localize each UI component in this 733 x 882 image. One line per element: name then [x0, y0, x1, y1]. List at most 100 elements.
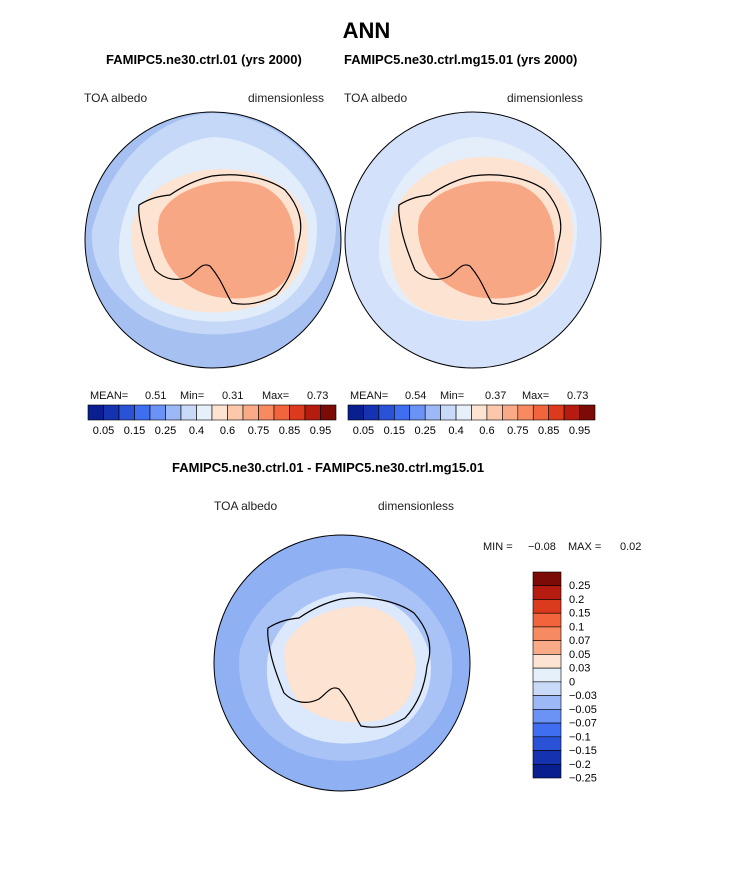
panel2-min-value: 0.37: [485, 390, 507, 402]
colorbar2-tick-label: 0.6: [479, 425, 494, 437]
colorbar1-swatch: [180, 404, 197, 421]
colorbar1-swatch: [227, 404, 244, 421]
colorbar2-swatch: [440, 404, 457, 421]
colorbar-diff-swatch: [532, 695, 562, 710]
panel1-variable-label: TOA albedo: [84, 91, 148, 105]
colorbar2-swatch: [471, 404, 488, 421]
colorbar-diff-tick-label: −0.03: [569, 690, 597, 702]
colorbar1-tick-label: 0.25: [155, 425, 176, 437]
panel2-max-label: Max=: [522, 390, 550, 402]
colorbar1-swatch: [103, 404, 120, 421]
map1-coastline: [138, 174, 302, 305]
diff-coastline: [267, 597, 431, 728]
map2-coastline: [398, 174, 562, 305]
colorbar2-tick-label: 0.75: [507, 425, 528, 437]
panel1-min-value: 0.31: [222, 390, 244, 402]
colorbar-diff-tick-label: −0.15: [569, 745, 597, 757]
colorbar1-swatch: [242, 404, 259, 421]
colorbar2-swatch: [579, 404, 596, 421]
colorbar-diff-tick-label: 0.15: [569, 608, 590, 620]
colorbar1-swatch: [273, 404, 290, 421]
panel2-variable-label: TOA albedo: [344, 91, 408, 105]
colorbar2-swatch: [455, 404, 472, 421]
map2-outline: [344, 111, 602, 369]
colorbar-diff-swatch: [532, 763, 562, 779]
colorbar2-tick-label: 0.85: [538, 425, 559, 437]
colorbar-diff-tick-label: 0.03: [569, 663, 590, 675]
colorbar1-swatch: [320, 404, 337, 421]
colorbar2-swatch: [502, 404, 519, 421]
colorbar-diff: 0.25 0.2 0.150.1 0.07 0.05 0.030 −0.03 −0.05 −0.…: [532, 571, 597, 785]
colorbar2-swatch: [363, 404, 380, 421]
page-title: ANN: [342, 18, 391, 43]
colorbar1-tick-label: 0.4: [189, 425, 204, 437]
colorbar2-swatch: [548, 404, 565, 421]
panel1-mean-label: MEAN=: [90, 390, 129, 402]
panel2-min-label: Min=: [440, 390, 465, 402]
panel2-max-value: 0.73: [567, 390, 589, 402]
colorbar2-tick-label: 0.05: [353, 425, 374, 437]
colorbar2-swatch: [563, 404, 580, 421]
colorbar-diff-tick-label: 0.07: [569, 635, 590, 647]
colorbar2-swatch: [424, 404, 441, 421]
colorbar-diff-tick-label: −0.2: [569, 759, 591, 771]
colorbar1-swatch: [87, 404, 104, 421]
map1-plateau-high: [157, 181, 295, 299]
colorbar-diff-swatch: [532, 750, 562, 765]
colorbar-diff-swatch: [532, 709, 562, 724]
colorbar2-swatch: [347, 404, 364, 421]
panel2-units-label: dimensionless: [507, 91, 584, 105]
diff-max-label: MAX =: [568, 541, 602, 553]
colorbar1-tick-label: 0.95: [310, 425, 331, 437]
colorbar2-tick-label: 0.4: [448, 425, 463, 437]
colorbar2-swatch: [532, 404, 549, 421]
colorbar2-swatch: [486, 404, 503, 421]
colorbar1-tick-label: 0.05: [93, 425, 114, 437]
colorbar1-swatch: [258, 404, 275, 421]
colorbar1-swatch: [289, 404, 306, 421]
diff-outline: [213, 534, 471, 792]
colorbar-diff-swatch: [532, 736, 562, 751]
colorbar-diff-tick-label: −0.05: [569, 704, 597, 716]
panel2-mean-label: MEAN=: [350, 390, 389, 402]
colorbar1-tick-label: 0.6: [220, 425, 235, 437]
colorbar-diff-tick-label: 0.25: [569, 580, 590, 592]
colorbar-diff-tick-label: 0.2: [569, 594, 584, 606]
colorbar1-swatch: [134, 404, 151, 421]
colorbar-diff-tick-label: 0.1: [569, 621, 584, 633]
colorbar-diff-swatch: [532, 585, 562, 600]
colorbar-diff-tick-label: 0: [569, 676, 575, 688]
panel1-max-label: Max=: [262, 390, 290, 402]
colorbar-diff-swatch: [532, 667, 562, 683]
colorbar-diff-tick-label: −0.07: [569, 718, 597, 730]
colorbar-diff-tick-label: −0.1: [569, 731, 591, 743]
colorbar2-swatch: [394, 404, 411, 421]
colorbar2-tick-label: 0.95: [569, 425, 590, 437]
panel1-subtitle: FAMIPC5.ne30.ctrl.01 (yrs 2000): [106, 52, 302, 67]
colorbar-diff-swatch: [532, 626, 562, 641]
colorbar-diff-swatch: [532, 571, 562, 587]
colorbar1-swatch: [196, 404, 213, 421]
map2-polar-plot: [345, 112, 601, 368]
colorbar1-swatch: [149, 404, 166, 421]
colorbar2-tick-label: 0.15: [384, 425, 405, 437]
colorbar2-swatch: [378, 404, 395, 421]
colorbar-diff-tick-label: 0.05: [569, 649, 590, 661]
colorbar1-swatch: [211, 404, 228, 421]
diff-units-label: dimensionless: [378, 499, 455, 513]
panel1-units-label: dimensionless: [248, 91, 325, 105]
colorbar1-tick-label: 0.15: [124, 425, 145, 437]
colorbar-diff-swatch: [532, 722, 562, 738]
colorbar1-swatch: [118, 404, 135, 421]
colorbar2-swatch: [409, 404, 426, 421]
panel2-subtitle: FAMIPC5.ne30.ctrl.mg15.01 (yrs 2000): [344, 52, 578, 67]
colorbar2-tick-label: 0.25: [414, 425, 435, 437]
colorbar-diff-swatch: [532, 599, 562, 614]
colorbar-diff-swatch: [532, 654, 562, 669]
colorbar2-swatch: [517, 404, 534, 421]
colorbar-diff-swatch: [532, 640, 562, 655]
panel1-min-label: Min=: [180, 390, 205, 402]
colorbar1-swatch: [304, 404, 321, 421]
map1-polar-plot: [85, 112, 341, 368]
